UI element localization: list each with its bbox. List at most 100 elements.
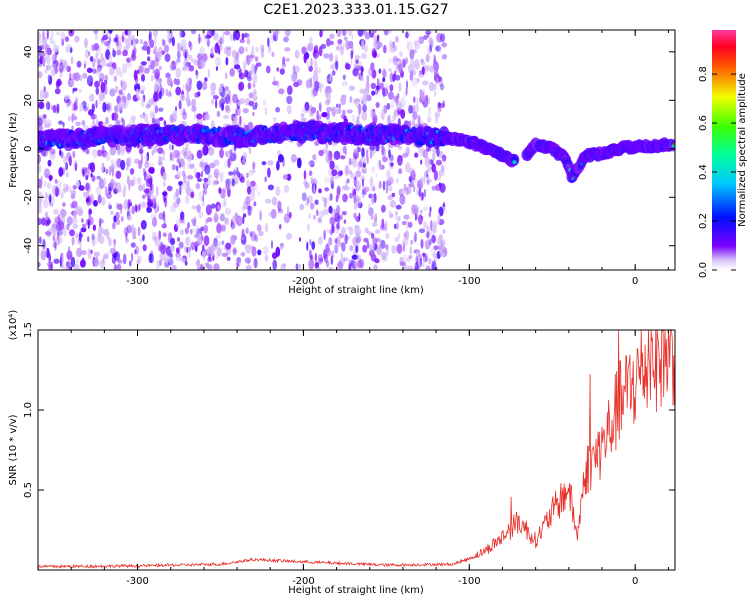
heatmap-cell <box>360 53 368 59</box>
heatmap-cell <box>426 231 430 239</box>
heatmap-cell <box>79 88 82 93</box>
heatmap-cell <box>381 146 386 158</box>
heatmap-cell <box>218 45 221 55</box>
heatmap-cell <box>141 74 145 82</box>
heatmap-cell <box>63 226 67 237</box>
heatmap-cell <box>355 170 362 178</box>
heatmap-cell <box>348 263 352 270</box>
heatmap-cell <box>140 220 147 230</box>
heatmap-cell <box>367 231 373 236</box>
heatmap-cell <box>343 219 347 224</box>
heatmap-cell <box>318 46 323 57</box>
heatmap-cell <box>144 188 150 194</box>
heatmap-cell <box>206 40 210 46</box>
chart-title: C2E1.2023.333.01.15.G27 <box>263 2 448 18</box>
heatmap-cell <box>382 77 386 83</box>
heatmap-cell <box>233 166 237 173</box>
heatmap-cell <box>253 257 258 269</box>
heatmap-cell <box>414 152 419 158</box>
heatmap-cell <box>358 103 362 115</box>
heatmap-cell <box>252 73 258 84</box>
heatmap-cell <box>89 56 94 62</box>
heatmap-cell <box>374 229 381 235</box>
heatmap-cell <box>268 212 272 217</box>
heatmap-cell <box>287 205 289 217</box>
heatmap-cell <box>71 113 74 123</box>
heatmap-cell <box>191 205 198 210</box>
heatmap-cell <box>382 180 386 191</box>
heatmap-cell <box>361 147 365 159</box>
heatmap-cell <box>251 169 256 174</box>
heatmap-cell <box>672 142 675 145</box>
heatmap-cell <box>211 98 214 106</box>
heatmap-cell <box>337 39 343 45</box>
heatmap-cell <box>419 96 423 103</box>
heatmap-cell <box>354 195 360 203</box>
heatmap-cell <box>387 195 394 201</box>
heatmap-cell <box>267 37 270 48</box>
heatmap-cell <box>45 101 51 111</box>
heatmap-cell <box>418 120 425 127</box>
heatmap-cell <box>141 45 148 51</box>
heatmap-cell <box>310 57 313 69</box>
heatmap-cell <box>51 53 56 61</box>
heatmap-cell <box>71 216 78 225</box>
heatmap-cell <box>46 182 52 189</box>
heatmap-cell <box>83 191 89 198</box>
heatmap-cell <box>140 201 147 209</box>
heatmap-cell <box>370 232 375 239</box>
heatmap-cell <box>245 46 248 53</box>
heatmap-cell <box>329 72 332 79</box>
heatmap-cell <box>369 30 375 38</box>
heatmap-cell <box>314 45 319 54</box>
heatmap-cell <box>272 117 277 122</box>
heatmap-cell <box>38 101 45 110</box>
heatmap-cell <box>375 173 378 178</box>
heatmap-cell <box>414 204 419 214</box>
heatmap-cell <box>196 204 201 213</box>
heatmap-cell <box>149 253 155 264</box>
heatmap-cell <box>122 253 127 265</box>
heatmap-cell <box>339 46 345 56</box>
heatmap-cell <box>419 89 424 98</box>
heatmap-cell <box>318 210 325 218</box>
heatmap-cell <box>378 42 383 48</box>
heatmap-cell <box>435 61 439 72</box>
heatmap-cell <box>318 83 324 89</box>
heatmap-cell <box>69 72 72 81</box>
heatmap-cell <box>190 228 197 233</box>
heatmap-cell <box>402 152 409 158</box>
heatmap-cell <box>275 107 280 113</box>
heatmap-cell <box>123 200 127 209</box>
heatmap-cell <box>243 59 247 69</box>
heatmap-cell <box>92 236 95 248</box>
heatmap-cell <box>376 246 383 256</box>
heatmap-cell <box>183 173 187 184</box>
heatmap-cell <box>374 36 378 44</box>
heatmap-cell <box>232 248 237 254</box>
heatmap-cell <box>422 149 429 159</box>
y-tick-label: 40 <box>23 45 34 58</box>
heatmap-cell <box>154 35 157 45</box>
heatmap-cell <box>181 182 188 190</box>
heatmap-cell <box>287 85 293 95</box>
heatmap-cell <box>183 152 189 160</box>
heatmap-cell <box>41 246 48 257</box>
heatmap-cell <box>105 168 109 175</box>
heatmap-cell <box>419 209 423 214</box>
heatmap-cell <box>402 264 408 270</box>
heatmap-cell <box>147 99 153 107</box>
heatmap-cell <box>140 89 145 95</box>
heatmap-cell <box>382 156 388 163</box>
heatmap-cell <box>170 60 177 71</box>
heatmap-cell <box>334 238 338 244</box>
heatmap-cell <box>85 148 90 155</box>
heatmap-cell <box>93 67 99 74</box>
heatmap-cell <box>358 160 363 168</box>
heatmap-cell <box>392 73 396 83</box>
heatmap-cell <box>254 234 258 242</box>
heatmap-cell <box>85 182 90 191</box>
heatmap-cell <box>400 109 406 119</box>
heatmap-cell <box>194 92 197 99</box>
heatmap-cell <box>127 92 131 101</box>
